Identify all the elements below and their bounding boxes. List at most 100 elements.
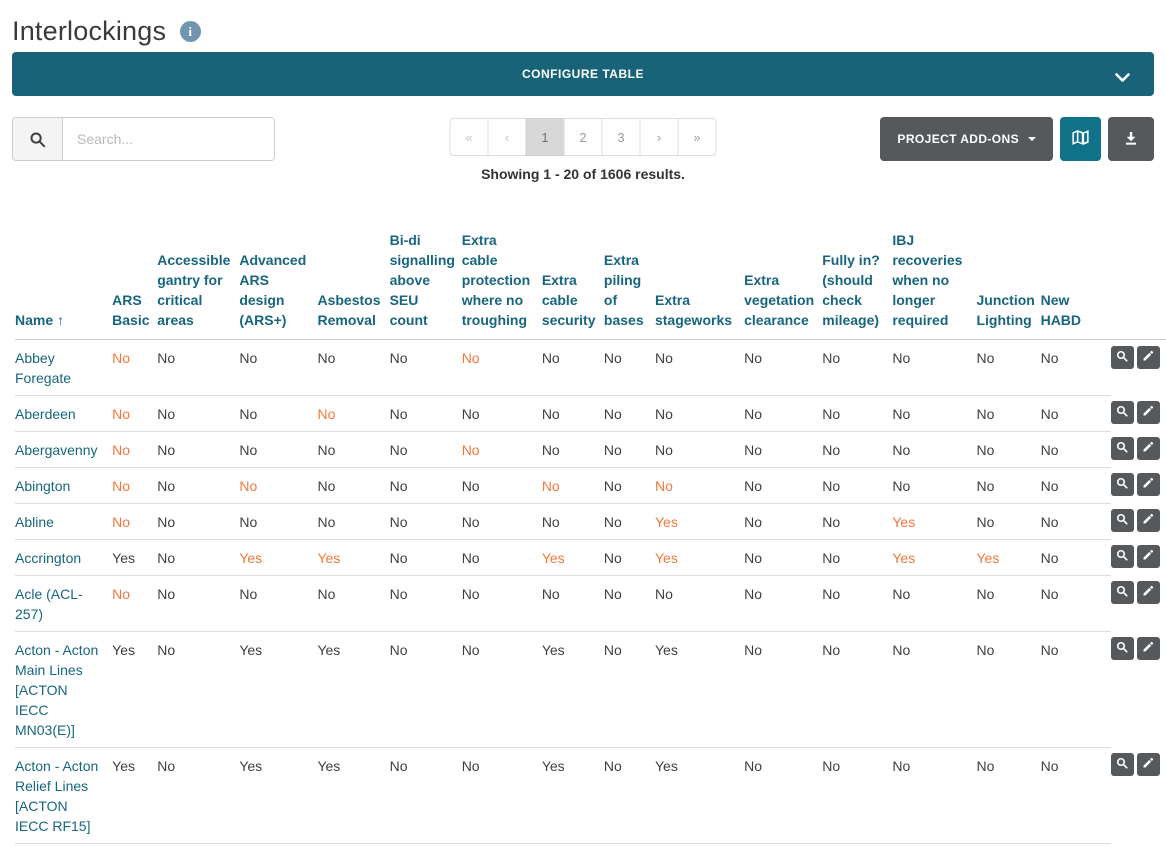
edit-button[interactable] — [1136, 473, 1160, 496]
edit-button[interactable] — [1136, 509, 1160, 532]
table-row: AbergavennyNoNoNoNoNoNoNoNoNoNoNoNoNoNoN — [15, 431, 1166, 468]
map-button[interactable] — [1060, 117, 1101, 161]
edit-button[interactable] — [1136, 345, 1160, 369]
pagination-page-2-button[interactable]: 2 — [563, 118, 603, 156]
value-cell: No — [892, 747, 977, 844]
interlocking-link-abergavenny[interactable]: Abergavenny — [15, 441, 98, 458]
view-button[interactable] — [1110, 753, 1134, 776]
chevron-down-icon — [1115, 70, 1130, 88]
edit-button[interactable] — [1136, 401, 1160, 424]
value-cell: No — [603, 631, 655, 748]
edit-button[interactable] — [1136, 637, 1160, 660]
column-header-asbestos-removal[interactable]: Asbestos Removal — [317, 200, 390, 340]
column-header-extra-cable-security[interactable]: Extra cable security — [541, 200, 604, 340]
value-cell: No — [239, 339, 318, 396]
edit-button[interactable] — [1136, 753, 1160, 776]
interlocking-link-abbey-foregate[interactable]: Abbey Foregate — [15, 349, 72, 386]
view-button[interactable] — [1110, 637, 1134, 660]
column-header-extra-vegetation-clearance[interactable]: Extra vegetation clearance — [744, 200, 823, 340]
pagination-page-1-button[interactable]: 1 — [525, 118, 565, 156]
column-header-new-habd[interactable]: New HABD — [1040, 200, 1111, 340]
column-header-extra-cable-protection-where-no-troughing[interactable]: Extra cable protection where no troughin… — [461, 200, 542, 340]
value-cell: No — [239, 395, 318, 432]
controls-row: « ‹ 1 2 3 › » PROJECT ADD-ONS — [12, 117, 1154, 161]
value-cell: No — [317, 503, 390, 540]
value-cell: No — [1040, 747, 1111, 844]
interlocking-link-abington[interactable]: Abington — [15, 477, 71, 494]
pagination-page-3-button[interactable]: 3 — [601, 118, 641, 156]
view-button[interactable] — [1110, 509, 1134, 532]
view-button[interactable] — [1110, 581, 1134, 604]
pencil-icon — [1142, 585, 1154, 600]
column-header-junction-lighting[interactable]: Junction Lighting — [976, 200, 1041, 340]
interlocking-link-aberdeen[interactable]: Aberdeen — [15, 405, 76, 422]
value-cell: No — [976, 431, 1041, 468]
pagination-prev-button[interactable]: ‹ — [487, 118, 527, 156]
value-cell: No — [1040, 395, 1111, 432]
column-header-name[interactable]: Name ↑ — [15, 200, 113, 340]
edit-button[interactable] — [1136, 545, 1160, 568]
value-cell: No — [822, 503, 893, 540]
download-button[interactable] — [1108, 117, 1154, 161]
column-header-advanced-ars-design-ars[interactable]: Advanced ARS design (ARS+) — [239, 200, 318, 340]
value-cell: No — [112, 431, 158, 468]
table-row: AblineNoNoNoNoNoNoNoNoYesNoNoYesNoNo6 — [15, 503, 1166, 540]
info-icon[interactable]: i — [179, 21, 201, 42]
interlocking-link-acle-acl-257[interactable]: Acle (ACL-257) — [15, 585, 83, 622]
column-header-accessible-gantry-for-critical-areas[interactable]: Accessible gantry for critical areas — [157, 200, 240, 340]
value-cell: Yes — [239, 747, 318, 844]
table-row: Accrington Yes No Yes Yes No No Yes No Yes No No Yes… — [15, 539, 1166, 576]
search-input[interactable] — [63, 118, 274, 160]
column-header-ibj-recoveries-when-no-longer-required[interactable]: IBJ recoveries when no longer required — [892, 200, 977, 340]
name-cell: Acle (ACL-257) — [15, 575, 113, 632]
value-cell: No — [112, 503, 158, 540]
configure-table-button[interactable]: CONFIGURE TABLE — [12, 52, 1154, 96]
interlocking-link-acton-acton-main-lines-acton-iecc-mn03-e[interactable]: Acton - Acton Main Lines [ACTON IECC MN0… — [15, 641, 99, 738]
view-button[interactable] — [1110, 545, 1134, 568]
column-label: ARS Basic — [112, 291, 150, 328]
value-cell: No — [157, 431, 240, 468]
name-cell: Abline — [15, 503, 113, 540]
magnifier-icon — [1116, 350, 1128, 365]
view-button[interactable] — [1110, 401, 1134, 424]
value-cell: No — [654, 431, 745, 468]
view-button[interactable] — [1110, 437, 1134, 460]
value-cell: No — [744, 395, 823, 432]
pagination-first-button[interactable]: « — [449, 118, 489, 156]
pagination-next-button[interactable]: › — [639, 118, 679, 156]
value-cell: No — [1040, 631, 1111, 748]
pencil-icon — [1142, 757, 1154, 772]
interlockings-table: Name ↑ ARS Basic Accessible gantry for crit… — [15, 200, 1166, 844]
view-button[interactable] — [1110, 473, 1134, 496]
value-cell: No — [461, 503, 542, 540]
value-cell: No — [157, 539, 240, 576]
name-cell: Accrington — [15, 539, 113, 576]
edit-button[interactable] — [1136, 581, 1160, 604]
column-header-extra-stageworks[interactable]: Extra stageworks — [654, 200, 745, 340]
project-add-ons-button[interactable]: PROJECT ADD-ONS — [880, 117, 1053, 161]
value-cell: No — [389, 467, 462, 504]
value-cell: No — [112, 575, 158, 632]
interlocking-link-abline[interactable]: Abline — [15, 513, 54, 530]
column-header-bi-di-signalling-above-seu-count[interactable]: Bi-di signalling above SEU count — [389, 200, 462, 340]
value-cell: No — [822, 467, 893, 504]
value-cell: Yes — [892, 539, 977, 576]
row-actions — [1110, 503, 1165, 539]
value-cell: Yes — [239, 539, 318, 576]
value-cell: Yes — [112, 747, 158, 844]
interlocking-link-accrington[interactable]: Accrington — [15, 549, 82, 566]
row-actions — [1110, 467, 1165, 503]
edit-button[interactable] — [1136, 437, 1160, 460]
column-header-ars-basic[interactable]: ARS Basic — [112, 200, 158, 340]
results-summary: Showing 1 - 20 of 1606 results. — [481, 166, 685, 182]
column-header-fully-in-should-check-mileage[interactable]: Fully in? (should check mileage) — [822, 200, 893, 340]
column-header-extra-piling-of-bases[interactable]: Extra piling of bases — [603, 200, 655, 340]
value-cell: No — [461, 339, 542, 396]
interlocking-link-acton-acton-relief-lines-acton-iecc-rf15[interactable]: Acton - Acton Relief Lines [ACTON IECC R… — [15, 757, 99, 834]
value-cell: No — [541, 503, 604, 540]
pagination-last-button[interactable]: » — [677, 118, 717, 156]
value-cell: No — [389, 503, 462, 540]
view-button[interactable] — [1110, 345, 1134, 369]
value-cell: Yes — [112, 631, 158, 748]
value-cell: No — [1040, 431, 1111, 468]
